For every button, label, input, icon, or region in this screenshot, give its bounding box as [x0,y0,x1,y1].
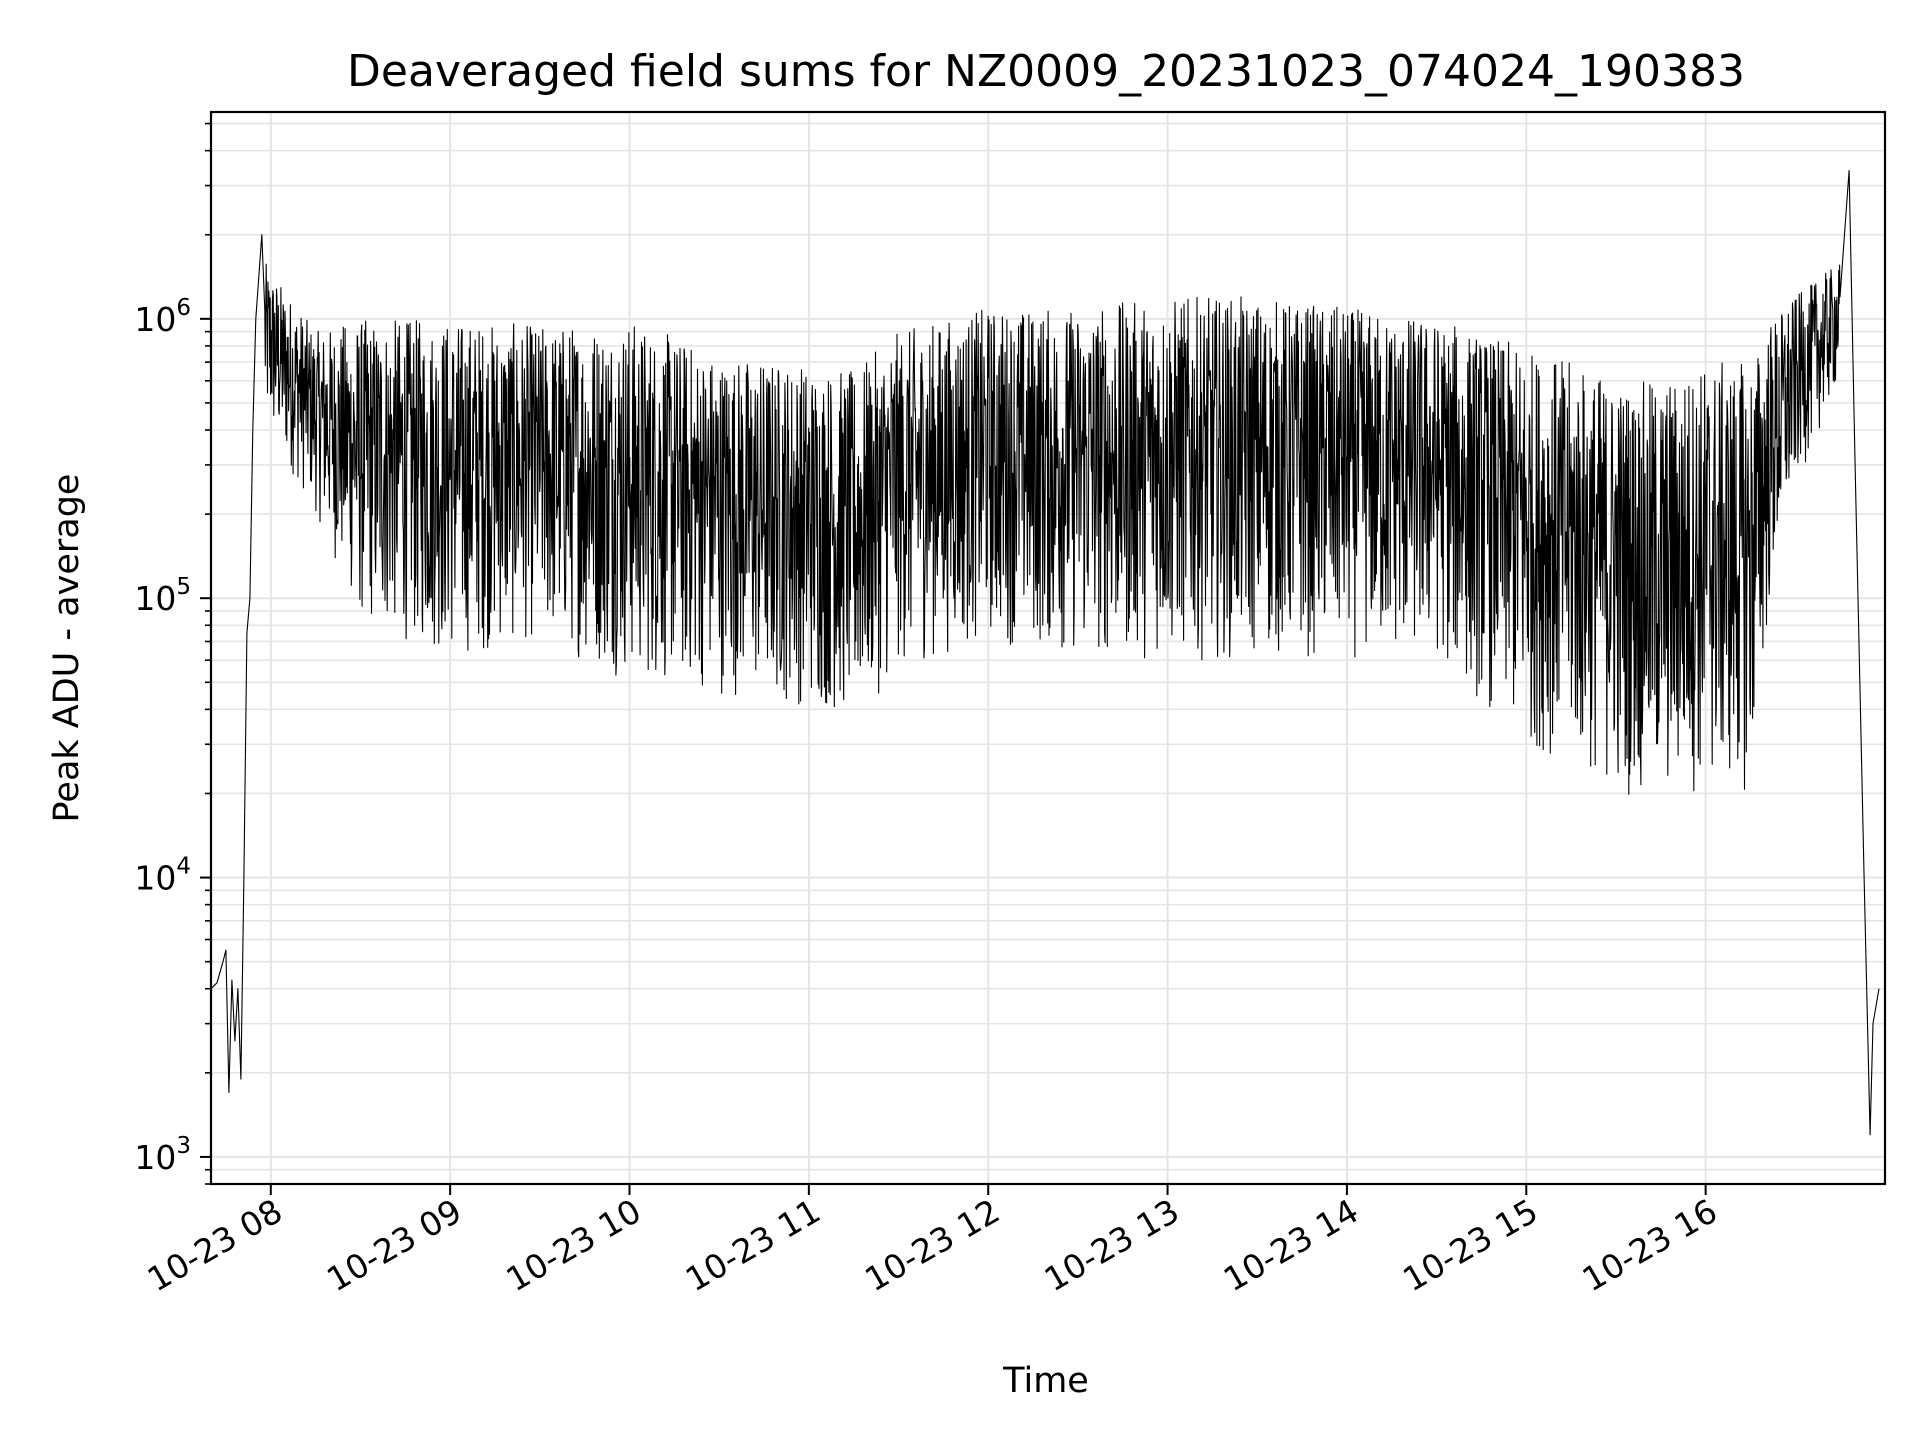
y-tick-base: 10 [134,300,176,339]
y-tick-base: 10 [134,579,176,618]
y-tick-label: 105 [134,574,191,618]
series-line [210,169,1880,1136]
chart-title: Deaveraged field sums for NZ0009_2023102… [347,46,1745,97]
x-axis-label: Time [1002,1361,1089,1401]
y-tick-label: 106 [134,295,191,339]
series-polyline [210,169,1880,1136]
y-tick-base: 10 [134,1138,176,1177]
y-axis-label: Peak ADU - average [47,474,87,823]
y-tick-exponent: 5 [176,574,191,600]
y-tick-label: 104 [134,854,191,898]
y-tick-label: 103 [134,1133,191,1177]
y-tick-exponent: 3 [176,1133,191,1159]
plot-frame [209,110,1887,1186]
y-tick-exponent: 6 [176,295,191,321]
y-tick-base: 10 [134,859,176,898]
y-tick-exponent: 4 [176,854,191,880]
